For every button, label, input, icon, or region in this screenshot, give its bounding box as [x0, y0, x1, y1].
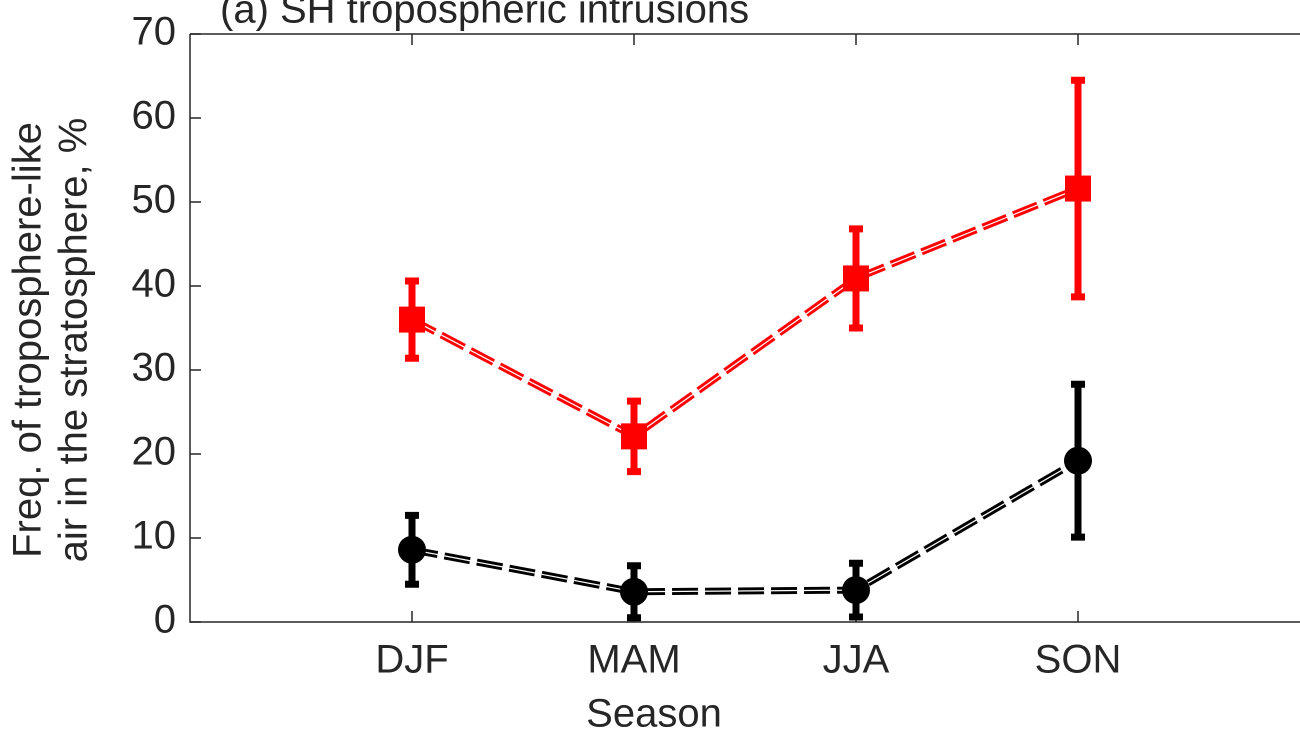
marker — [398, 535, 426, 564]
marker — [1065, 175, 1091, 202]
y-tick-label: 70 — [132, 10, 177, 54]
chart-title: (a) SH tropospheric intrusions — [220, 0, 749, 32]
y-axis-label: Freq. of troposphere-like — [6, 122, 50, 558]
marker — [1064, 446, 1092, 475]
x-tick-label: SON — [1035, 638, 1122, 682]
y-tick-label: 10 — [132, 514, 177, 558]
series-line-inner — [411, 188, 1079, 438]
marker — [620, 577, 648, 606]
y-axis-label: air in the stratosphere, % — [52, 118, 96, 563]
marker — [842, 576, 870, 605]
y-tick-label: 40 — [132, 262, 177, 306]
y-tick-label: 30 — [132, 346, 177, 390]
x-tick-label: MAM — [587, 638, 680, 682]
x-tick-label: DJF — [375, 638, 448, 682]
y-tick-label: 20 — [132, 430, 177, 474]
y-tick-label: 0 — [154, 598, 176, 642]
marker — [621, 423, 647, 450]
y-tick-label: 60 — [132, 94, 177, 138]
marker — [843, 265, 869, 292]
y-tick-label: 50 — [132, 178, 177, 222]
x-tick-label: JJA — [823, 638, 890, 682]
series-line-inner — [411, 460, 1079, 593]
marker — [399, 306, 425, 333]
x-axis-label: Season — [586, 692, 722, 736]
